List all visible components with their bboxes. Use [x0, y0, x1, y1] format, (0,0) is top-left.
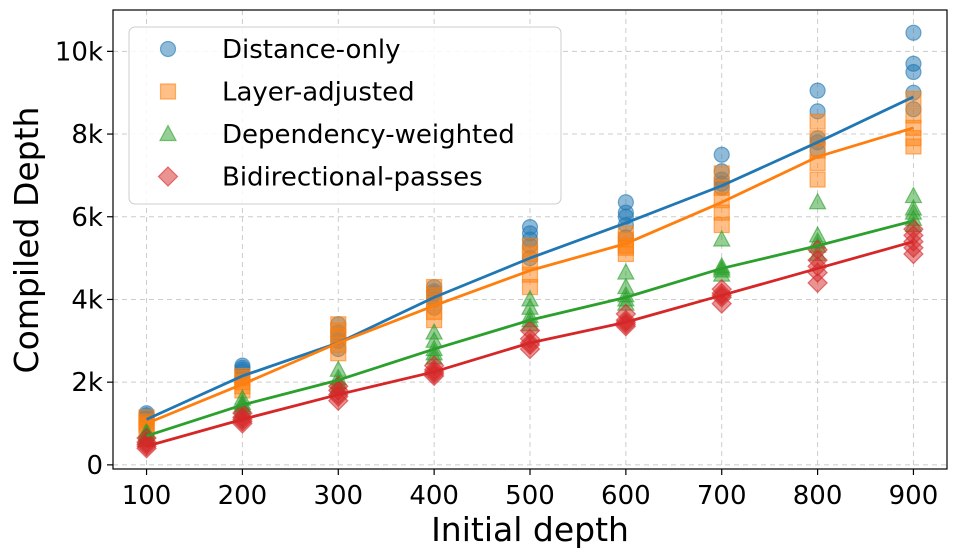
legend: Distance-only Layer-adjusted Dependency-we… — [128, 26, 562, 205]
data-point-dependency-weighted — [712, 229, 731, 247]
data-point-distance-only — [905, 55, 922, 72]
x-axis-ticks: 100 200 300 400 500 600 700 800 900 — [122, 469, 939, 511]
y-axis-ticks: 0 2k 4k 6k 8k 10k — [55, 37, 113, 481]
x-tick-label: 100 — [122, 481, 172, 511]
data-point-bidirectional-passes — [519, 320, 541, 341]
x-tick-label: 600 — [601, 481, 651, 511]
legend-label: Layer-adjusted — [222, 78, 415, 108]
data-point-layer-adjusted — [809, 171, 826, 188]
data-point-dependency-weighted — [904, 198, 923, 216]
data-point-distance-only — [617, 194, 634, 211]
legend-label: Distance-only — [222, 35, 401, 65]
data-point-dependency-weighted — [329, 359, 348, 377]
data-point-layer-adjusted — [905, 107, 922, 124]
y-tick-label: 10k — [55, 37, 103, 67]
legend-marker-distance-only — [159, 40, 177, 58]
data-point-layer-adjusted — [809, 113, 826, 130]
x-tick-label: 700 — [697, 481, 747, 511]
fit-line-bidirectional-passes — [146, 240, 914, 448]
y-tick-label: 4k — [71, 285, 103, 315]
legend-entry-bidirectional-passes: Bidirectional-passes — [157, 163, 483, 193]
legend-box — [128, 26, 562, 205]
legend-entry-layer-adjusted: Layer-adjusted — [159, 78, 415, 108]
x-tick-label: 400 — [409, 481, 459, 511]
x-tick-label: 500 — [505, 481, 555, 511]
data-point-dependency-weighted — [521, 289, 539, 307]
y-tick-label: 8k — [71, 120, 103, 150]
data-point-dependency-weighted — [616, 277, 635, 295]
legend-label: Bidirectional-passes — [222, 163, 483, 193]
y-axis-title: Compiled Depth — [7, 107, 46, 374]
fit-lines — [145, 95, 915, 448]
legend-entry-distance-only: Distance-only — [159, 35, 401, 65]
data-point-layer-adjusted — [713, 165, 730, 182]
data-point-distance-only — [521, 218, 539, 236]
legend-marker-bidirectional-passes — [157, 166, 179, 187]
y-tick-label: 0 — [86, 451, 103, 481]
data-point-layer-adjusted — [330, 316, 347, 333]
x-tick-label: 200 — [218, 481, 268, 511]
x-axis-title: Initial depth — [431, 510, 629, 549]
y-tick-label: 6k — [71, 203, 103, 233]
data-point-layer-adjusted — [521, 237, 539, 254]
data-point-layer-adjusted — [426, 278, 443, 296]
data-point-dependency-weighted — [616, 262, 635, 280]
data-point-bidirectional-passes — [903, 218, 924, 240]
fit-line-layer-adjusted — [146, 126, 914, 425]
x-tick-label: 300 — [313, 481, 363, 511]
data-point-dependency-weighted — [904, 186, 923, 204]
data-point-dependency-weighted — [425, 322, 444, 340]
data-point-distance-only — [905, 24, 922, 41]
fit-line-distance-only — [145, 95, 915, 421]
x-tick-label: 900 — [889, 481, 939, 511]
x-tick-label: 800 — [793, 481, 843, 511]
data-point-distance-only — [809, 82, 826, 99]
y-tick-label: 2k — [71, 368, 103, 398]
data-point-distance-only — [713, 146, 730, 163]
legend-marker-dependency-weighted — [159, 124, 177, 142]
legend-marker-layer-adjusted — [159, 83, 177, 100]
data-point-dependency-weighted — [521, 297, 539, 315]
data-point-dependency-weighted — [808, 192, 827, 210]
data-point-layer-adjusted — [617, 225, 634, 242]
legend-entry-dependency-weighted: Dependency-weighted — [159, 120, 515, 150]
fit-line-dependency-weighted — [146, 219, 914, 438]
legend-label: Dependency-weighted — [222, 120, 515, 150]
